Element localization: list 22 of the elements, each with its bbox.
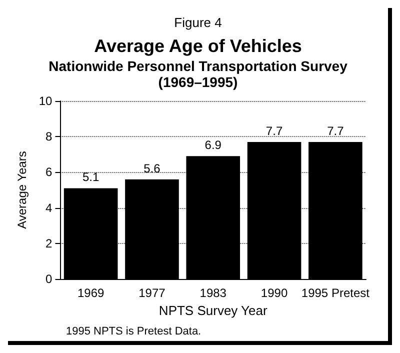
x-tick-label: 1983 xyxy=(200,286,227,300)
data-label: 7.7 xyxy=(266,124,283,138)
x-axis-title: NPTS Survey Year xyxy=(158,302,268,318)
x-tick-label: 1969 xyxy=(77,286,104,300)
data-label: 5.6 xyxy=(144,161,161,176)
y-tick-label: 10 xyxy=(38,94,53,108)
y-tick-label: 0 xyxy=(46,272,53,286)
caption: Figure 4 xyxy=(174,15,222,30)
y-tick-label: 4 xyxy=(46,200,53,215)
chart-subtitle: Nationwide Personnel Transportation Survey (1969–1995) xyxy=(48,58,348,90)
y-tick-label: 8 xyxy=(46,130,53,144)
y-axis-title: Average Years xyxy=(15,151,29,229)
x-tick-label: 1990 xyxy=(260,286,288,300)
data-label: 6.9 xyxy=(204,138,222,152)
y-tick-label: 2 xyxy=(46,236,53,250)
chart-title: Average Age of Vehicles xyxy=(94,36,302,56)
y-tick-label: 6 xyxy=(46,165,53,180)
text: 1995 NPTS is Pretest Data. xyxy=(66,326,202,338)
x-tick-label: 1995 Pretest xyxy=(301,286,370,300)
data-label: 5.1 xyxy=(82,170,100,184)
x-tick-label: 1977 xyxy=(138,286,166,300)
data-label: 7.7 xyxy=(327,124,344,138)
